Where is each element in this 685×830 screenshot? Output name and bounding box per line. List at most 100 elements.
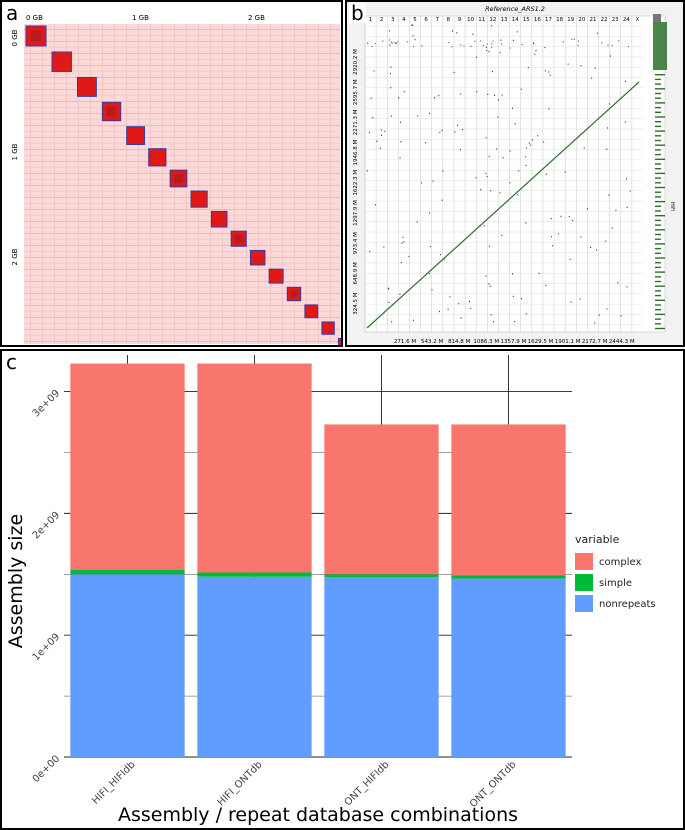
bar-nonrepeats bbox=[70, 574, 185, 757]
strip-tick bbox=[655, 271, 665, 273]
dot bbox=[537, 135, 539, 137]
dot bbox=[373, 70, 375, 72]
dot bbox=[525, 156, 527, 158]
strip-tick bbox=[655, 266, 661, 269]
bar-nonrepeats bbox=[451, 578, 566, 757]
chromosome-label: 7 bbox=[436, 17, 440, 23]
strip-tick bbox=[655, 163, 661, 165]
panel-b-label: b bbox=[349, 1, 366, 25]
dot bbox=[608, 103, 610, 105]
dot bbox=[403, 241, 405, 243]
dot bbox=[406, 41, 408, 43]
dot bbox=[545, 173, 547, 175]
dotplot-noise-dots bbox=[367, 24, 631, 324]
dot bbox=[372, 116, 374, 119]
dot bbox=[567, 63, 569, 65]
dot bbox=[459, 149, 461, 151]
legend-label-complex: complex bbox=[599, 557, 641, 568]
dot bbox=[610, 55, 612, 57]
bars bbox=[70, 363, 566, 757]
strip-tick bbox=[655, 318, 661, 320]
dot bbox=[501, 94, 503, 96]
dot bbox=[560, 215, 562, 217]
dot bbox=[488, 245, 490, 247]
x-tick-label: 1901.1 M bbox=[555, 339, 581, 345]
dot bbox=[480, 189, 482, 191]
dot bbox=[475, 56, 477, 58]
y-tick-label: 2271.3 M bbox=[353, 109, 359, 135]
y-axis-title: Assembly size bbox=[5, 514, 27, 648]
chromosome-label: 10 bbox=[467, 17, 474, 23]
axis-label-0gb-vertical: 0 GB bbox=[11, 29, 19, 46]
dot bbox=[387, 288, 389, 290]
chromosome-grid: 1 2 3 4 5 6 7 8 9 10 11 12 13 14 15 16 17 18 19 20 21 22 23 24 X bbox=[364, 16, 643, 332]
dot bbox=[611, 227, 613, 229]
dot bbox=[512, 273, 514, 275]
dot bbox=[544, 70, 546, 72]
dot bbox=[526, 147, 528, 149]
dot bbox=[485, 172, 487, 174]
strip-tick bbox=[655, 252, 661, 254]
dot bbox=[391, 321, 393, 323]
hic-diagonal-blocks bbox=[25, 25, 341, 345]
x-tick-label: 1086.3 M bbox=[473, 339, 499, 345]
x-tick-label: 1629.5 M bbox=[528, 339, 554, 345]
dot bbox=[482, 45, 484, 47]
strip-tick bbox=[655, 262, 661, 264]
dot bbox=[580, 236, 582, 238]
hic-block bbox=[249, 249, 266, 266]
hic-block bbox=[321, 321, 335, 335]
dot bbox=[389, 44, 391, 46]
dotplot-y-ticks: 2920.2 M 2595.7 M 2271.3 M 1946.8 M 1622.3 M… bbox=[353, 49, 359, 315]
dotplot-svg: Reference_ARS1.2 1 2 3 4 5 6 7 8 9 10 11 12 13 14 15 16… bbox=[347, 2, 683, 345]
chromosome-label: X bbox=[636, 17, 640, 23]
dot bbox=[607, 44, 609, 46]
strip-tick bbox=[655, 238, 661, 240]
dot bbox=[571, 219, 573, 222]
strip-tick bbox=[655, 205, 661, 207]
dot bbox=[596, 249, 598, 251]
alignment-diagonal bbox=[366, 81, 640, 329]
dot bbox=[544, 46, 546, 49]
strip-tick bbox=[655, 294, 661, 297]
dot bbox=[577, 44, 579, 47]
dot bbox=[591, 77, 593, 79]
dot bbox=[618, 40, 620, 42]
strip-tick bbox=[655, 200, 665, 203]
dot bbox=[606, 148, 608, 150]
strip-tick bbox=[655, 97, 661, 99]
dot bbox=[448, 41, 450, 44]
chromosome-label: 11 bbox=[478, 17, 485, 23]
legend-title: variable bbox=[575, 533, 620, 546]
y-tick-label: 1622.3 M bbox=[353, 170, 359, 196]
dot bbox=[429, 245, 431, 248]
panel-a-hic-map: a 0 GB 1 GB 2 GB 0 GB 1 GB 2 GB bbox=[0, 0, 343, 347]
x-tick-label: HIFI_HIFIdb bbox=[90, 759, 137, 806]
dot bbox=[439, 310, 441, 313]
hic-block bbox=[126, 126, 145, 145]
dot bbox=[517, 194, 519, 196]
y-tick-labels: 0e+00 1e+09 2e+09 3e+09 bbox=[31, 388, 63, 785]
dot bbox=[408, 255, 410, 258]
dot bbox=[461, 129, 463, 131]
dot bbox=[583, 147, 585, 149]
dot bbox=[411, 24, 413, 26]
strip-tick bbox=[655, 92, 661, 95]
strip-tick bbox=[655, 139, 661, 142]
dot bbox=[370, 97, 372, 99]
dot bbox=[460, 44, 462, 46]
dot bbox=[403, 91, 405, 93]
strip-tick bbox=[655, 182, 661, 184]
dot bbox=[494, 94, 496, 97]
dot bbox=[398, 97, 400, 99]
dot bbox=[629, 190, 631, 192]
dot bbox=[491, 46, 493, 48]
dot bbox=[538, 272, 540, 275]
hic-block bbox=[76, 76, 97, 97]
dot bbox=[395, 42, 397, 45]
dot bbox=[460, 317, 462, 319]
dot bbox=[534, 53, 536, 56]
dot bbox=[472, 33, 474, 35]
y-tick-label: 2595.7 M bbox=[353, 79, 359, 105]
x-tick-label: ONT_ONTdb bbox=[468, 759, 519, 810]
